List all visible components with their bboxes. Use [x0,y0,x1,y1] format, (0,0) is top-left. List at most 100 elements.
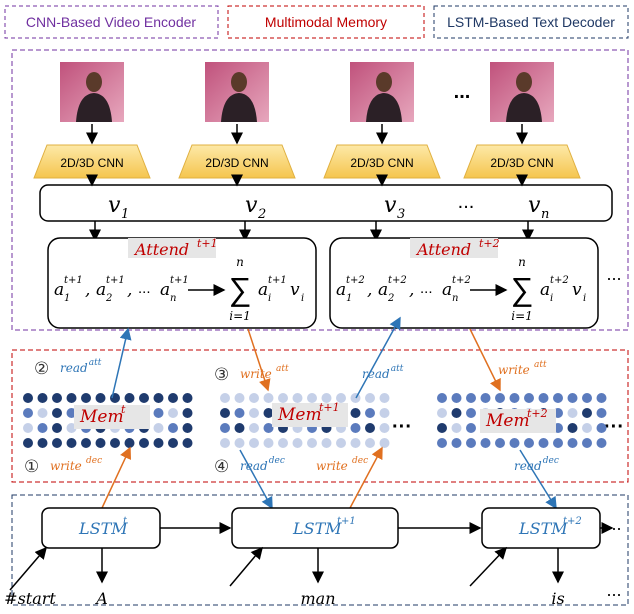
lstm-step: t+1 [337,516,356,527]
memory-cell [139,393,149,403]
decoder-ellipsis: ... [606,580,621,600]
memory-cell [481,393,491,403]
memory-cell [125,438,135,448]
memory-cell [183,393,193,403]
memory-cell [168,423,178,433]
weight: a [160,280,170,300]
memory-cell [249,438,259,448]
memory-label: Mem [485,411,530,431]
cnn-label: 2D/3D CNN [490,156,553,170]
memory-cell [278,393,288,403]
memory-cell [322,438,332,448]
memory-cell [380,438,390,448]
separator: , [127,280,132,300]
feature: v [528,193,541,218]
memory-cell [38,408,48,418]
attention-step: t+2 [479,237,500,250]
operation-mode: att [276,364,289,374]
sum-upper: n [236,255,244,269]
vector: v [572,280,582,300]
memory-cell [96,393,106,403]
feature-index: n [541,207,549,222]
memory-cell [452,393,462,403]
memory-cell [365,423,375,433]
sum-upper: n [518,255,526,269]
cnn-label: 2D/3D CNN [350,156,413,170]
weight-step: t+2 [346,275,365,286]
sum-symbol: ∑ [229,271,252,307]
memory-cell [81,393,91,403]
memory-cell [597,408,607,418]
step-marker: ③ [214,365,229,384]
separator: , [367,280,372,300]
arrow [230,548,262,586]
memory-label: Mem [79,407,124,427]
weight: a [378,280,388,300]
separator: , [85,280,90,300]
arrow [470,548,506,586]
memory-cell [235,408,245,418]
memory-cell [168,438,178,448]
memory-cell [539,438,549,448]
weight-step: t+1 [64,275,83,286]
memory-cell [96,438,106,448]
memory-cell [249,423,259,433]
memory-cell [154,423,164,433]
memory-cell [380,423,390,433]
memory-cell [264,438,274,448]
memory-cell [249,408,259,418]
memory-cell [437,438,447,448]
cnn-label: 2D/3D CNN [60,156,123,170]
memory-cell [597,438,607,448]
memory-cell [220,423,230,433]
memory-cell [568,393,578,403]
memory-cell [154,408,164,418]
memory-cell [154,438,164,448]
diagram: CNN-Based Video Encoder Multimodal Memor… [0,0,634,614]
vector-index: i [583,293,586,304]
weight-step: t+2 [452,275,471,286]
memory-cell [235,393,245,403]
memory-cell [81,438,91,448]
memory-cell [220,393,230,403]
memory-cell [38,438,48,448]
memory-cell [351,393,361,403]
attention-title: Attend [133,240,189,259]
memory-cell [524,393,534,403]
lstm-label: LSTM [518,519,568,538]
memory-cell [437,393,447,403]
memory-cell [183,438,193,448]
memory-cell [235,423,245,433]
operation-mode: dec [543,456,559,466]
weight-index: 1 [64,293,70,304]
memory-cell [183,408,193,418]
memory-cell [125,393,135,403]
person-head [516,72,532,92]
memory-label: Mem [277,405,322,425]
memory-cell [539,393,549,403]
memory-cell [568,423,578,433]
memory-cell [582,408,592,418]
person-head [86,72,102,92]
weight-step: t+1 [268,275,287,286]
memory-cell [336,438,346,448]
feature-ellipsis: ... [458,191,475,213]
memory-cell [220,408,230,418]
feature-index: 3 [397,207,405,222]
memory-cell [249,393,259,403]
memory-cell [23,408,33,418]
person-head [376,72,392,92]
memory-cell [437,423,447,433]
memory-cell [278,438,288,448]
memory-cell [52,423,62,433]
weight: a [258,280,268,300]
memory-cell [510,438,520,448]
memory-cell [597,423,607,433]
sum-lower: i=1 [229,309,251,323]
memory-cell [466,393,476,403]
memory-cell [437,408,447,418]
memory-cell [52,438,62,448]
memory-step: t+1 [319,401,340,414]
weight-index: 2 [387,293,394,304]
